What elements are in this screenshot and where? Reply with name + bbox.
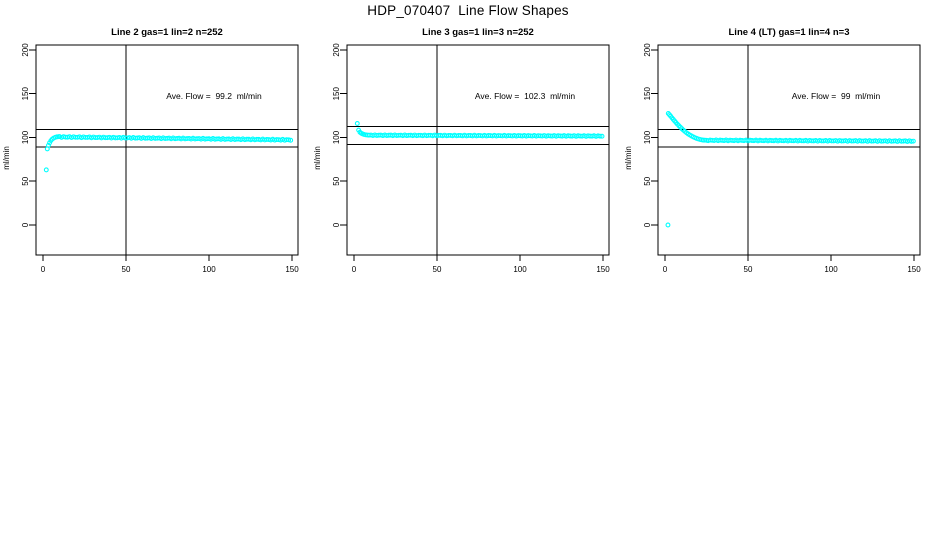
- data-point-marker: [597, 133, 603, 139]
- panel-title: Line 3 gas=1 lin=3 n=252: [422, 27, 534, 38]
- x-tick-label: 50: [744, 265, 753, 274]
- x-tick-label: 0: [352, 265, 357, 274]
- data-point-marker: [910, 138, 916, 144]
- data-points: [43, 134, 294, 173]
- data-point-marker: [704, 137, 709, 143]
- y-axis: 0 50 100 150 200: [643, 43, 658, 227]
- panel-line-2: 0 50 100 150 0 50 100 150 200 ml/min Line 2 gas=1…: [0, 0, 314, 300]
- y-tick-label: 150: [21, 87, 30, 101]
- y-tick-label: 100: [643, 130, 652, 144]
- x-tick-label: 100: [202, 265, 216, 274]
- panel-line-3: 0 50 100 150 0 50 100 150 200 ml/min Line 3 gas=1…: [311, 0, 625, 300]
- data-point-marker: [56, 134, 62, 140]
- x-axis: 0 50 100 150: [663, 255, 921, 274]
- panel-title: Line 2 gas=1 lin=2 n=252: [111, 27, 223, 38]
- ave-flow-annotation: Ave. Flow = 99 ml/min: [791, 91, 881, 101]
- y-tick-label: 150: [643, 87, 652, 101]
- x-axis: 0 50 100 150: [41, 255, 299, 274]
- ave-flow-annotation: Ave. Flow = 102.3 ml/min: [474, 91, 576, 101]
- x-axis: 0 50 100 150: [352, 255, 610, 274]
- y-tick-label: 200: [21, 43, 30, 57]
- plot-box: [346, 44, 610, 256]
- panel-title: Line 4 (LT) gas=1 lin=4 n=3: [728, 27, 850, 38]
- y-axis: 0 50 100 150 200: [21, 43, 36, 227]
- x-tick-label: 150: [907, 265, 921, 274]
- y-tick-label: 0: [643, 222, 652, 227]
- data-points: [354, 121, 605, 139]
- plot-area-line-4: 0 50 100 150 0 50 100 150 200 ml/min: [624, 43, 921, 274]
- page-title: HDP_070407 Line Flow Shapes: [367, 3, 569, 18]
- y-axis-label: ml/min: [624, 146, 633, 170]
- x-tick-label: 0: [41, 265, 46, 274]
- y-tick-label: 200: [643, 43, 652, 57]
- y-axis-label: ml/min: [2, 146, 11, 170]
- x-tick-label: 0: [663, 265, 668, 274]
- data-point-marker: [908, 138, 914, 144]
- data-point-marker: [599, 133, 605, 139]
- panel-line-4: 0 50 100 150 0 50 100 150 200 ml/min Line 4 (LT) …: [622, 0, 936, 300]
- plot-box: [35, 44, 299, 256]
- data-point-marker: [364, 132, 370, 138]
- data-point-marker: [665, 222, 671, 228]
- x-tick-label: 50: [122, 265, 131, 274]
- data-point-marker: [46, 142, 51, 148]
- y-tick-label: 100: [332, 130, 341, 144]
- plot-area-line-3: 0 50 100 150 0 50 100 150 200 ml/min: [313, 43, 610, 274]
- y-tick-label: 0: [332, 222, 341, 227]
- y-tick-label: 50: [21, 176, 30, 185]
- data-point-marker: [354, 121, 360, 126]
- x-tick-label: 150: [596, 265, 610, 274]
- y-tick-label: 50: [643, 176, 652, 185]
- data-point-marker: [286, 137, 292, 143]
- y-tick-label: 150: [332, 87, 341, 101]
- x-tick-label: 50: [433, 265, 442, 274]
- data-point-marker: [702, 137, 708, 143]
- data-point-marker: [288, 137, 294, 143]
- x-tick-label: 100: [824, 265, 838, 274]
- y-tick-label: 50: [332, 176, 341, 185]
- plot-box: [657, 44, 921, 256]
- x-tick-label: 100: [513, 265, 527, 274]
- y-tick-label: 100: [21, 130, 30, 144]
- data-point-marker: [43, 167, 49, 173]
- y-tick-label: 200: [332, 43, 341, 57]
- y-axis: 0 50 100 150 200: [332, 43, 347, 227]
- plot-area-line-2: 0 50 100 150 0 50 100 150 200 ml/min: [2, 43, 299, 274]
- y-tick-label: 0: [21, 222, 30, 227]
- data-points: [665, 110, 916, 228]
- x-tick-label: 150: [285, 265, 299, 274]
- ave-flow-annotation: Ave. Flow = 99.2 ml/min: [166, 91, 262, 101]
- y-axis-label: ml/min: [313, 146, 322, 170]
